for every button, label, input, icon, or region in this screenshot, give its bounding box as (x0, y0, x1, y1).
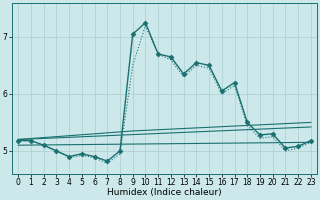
X-axis label: Humidex (Indice chaleur): Humidex (Indice chaleur) (107, 188, 222, 197)
